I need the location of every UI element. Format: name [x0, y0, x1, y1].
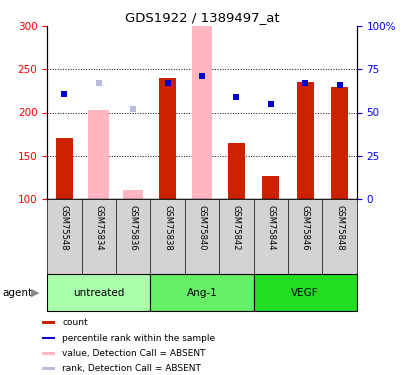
Text: GSM75840: GSM75840: [197, 205, 206, 250]
Bar: [159, 78, 176, 199]
Text: GSM75848: GSM75848: [334, 205, 343, 251]
Text: GSM75842: GSM75842: [231, 205, 240, 250]
Text: count: count: [62, 318, 88, 327]
Text: untreated: untreated: [73, 288, 124, 297]
Text: GSM75846: GSM75846: [300, 205, 309, 251]
Bar: [42, 368, 55, 370]
Text: value, Detection Call = ABSENT: value, Detection Call = ABSENT: [62, 349, 205, 358]
Bar: [42, 337, 55, 339]
Text: ▶: ▶: [31, 288, 39, 297]
Text: GSM75844: GSM75844: [265, 205, 274, 250]
Bar: [56, 138, 73, 199]
Text: GSM75548: GSM75548: [60, 205, 69, 250]
FancyBboxPatch shape: [47, 199, 356, 274]
Bar: [330, 87, 347, 199]
Text: rank, Detection Call = ABSENT: rank, Detection Call = ABSENT: [62, 364, 200, 373]
Bar: [191, 26, 212, 199]
Text: percentile rank within the sample: percentile rank within the sample: [62, 333, 215, 342]
Bar: [42, 352, 55, 355]
Text: VEGF: VEGF: [290, 288, 318, 297]
Text: GSM75834: GSM75834: [94, 205, 103, 251]
Bar: [253, 274, 356, 311]
Title: GDS1922 / 1389497_at: GDS1922 / 1389497_at: [124, 11, 279, 24]
Bar: [227, 143, 244, 199]
Text: agent: agent: [2, 288, 32, 297]
Text: GSM75838: GSM75838: [163, 205, 172, 251]
Bar: [123, 190, 143, 199]
Bar: [47, 274, 150, 311]
Bar: [150, 274, 253, 311]
Bar: [261, 176, 279, 199]
Text: GSM75836: GSM75836: [128, 205, 137, 251]
Bar: [88, 110, 109, 199]
Bar: [296, 82, 313, 199]
Text: Ang-1: Ang-1: [186, 288, 217, 297]
Bar: [42, 321, 55, 324]
